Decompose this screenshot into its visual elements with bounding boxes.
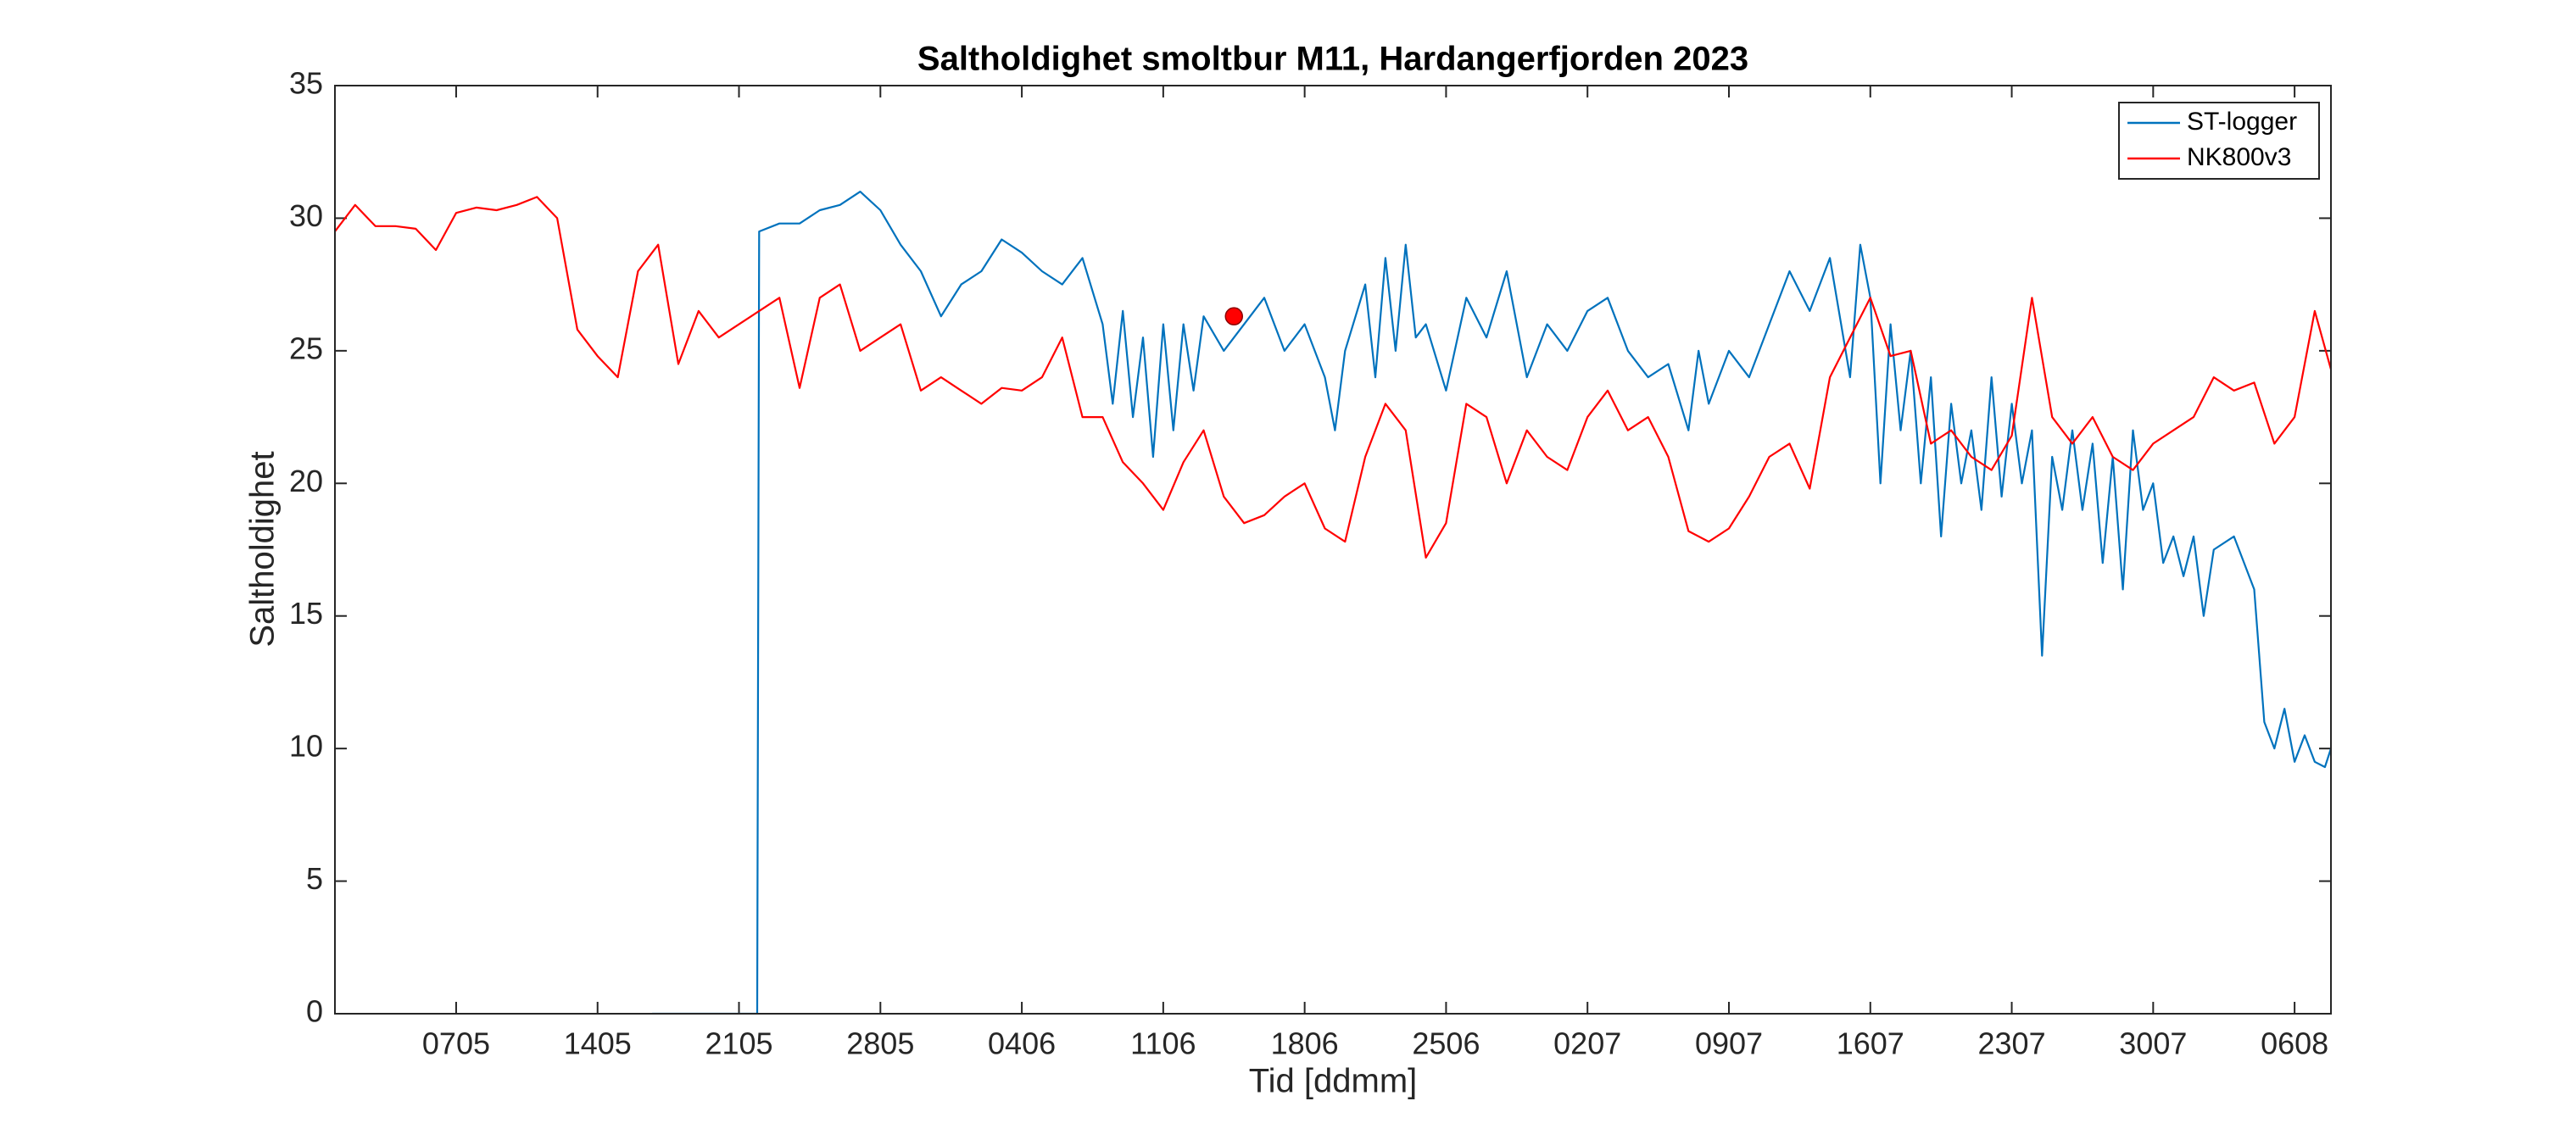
data-line [652, 191, 2331, 1014]
data-line [335, 196, 2331, 559]
x-tick-label: 0705 [422, 1026, 490, 1061]
y-axis-label: Saltholdighet [244, 451, 282, 647]
x-tick-label: 0608 [2261, 1026, 2328, 1061]
legend-label: NK800v3 [2187, 143, 2291, 171]
y-tick-label: 5 [306, 861, 323, 896]
y-tick-label: 25 [289, 331, 323, 365]
x-tick-label: 0406 [988, 1026, 1056, 1061]
x-tick-label: 1405 [564, 1026, 632, 1061]
x-tick-label: 0907 [1695, 1026, 1763, 1061]
chart-title: Saltholdighet smoltbur M11, Hardangerfjo… [917, 41, 1748, 78]
highlight-marker [1224, 307, 1244, 325]
y-tick-label: 0 [306, 994, 323, 1029]
legend-label: ST-logger [2187, 108, 2297, 136]
x-tick-label: 2307 [1978, 1026, 2046, 1061]
x-tick-label: 1607 [1837, 1026, 1904, 1061]
y-tick-label: 30 [289, 198, 323, 233]
x-tick-label: 1806 [1271, 1026, 1339, 1061]
legend-box [2118, 102, 2320, 180]
y-tick-label: 15 [289, 596, 323, 631]
x-tick-label: 2805 [846, 1026, 914, 1061]
axes-box [334, 85, 2332, 1015]
x-tick-label: 2105 [705, 1026, 772, 1061]
y-tick-label: 10 [289, 729, 323, 764]
x-axis-label: Tid [ddmm] [1249, 1063, 1418, 1100]
x-tick-label: 0207 [1553, 1026, 1621, 1061]
y-tick-label: 20 [289, 464, 323, 498]
x-tick-label: 2506 [1412, 1026, 1480, 1061]
x-tick-label: 1106 [1130, 1026, 1196, 1061]
x-tick-label: 3007 [2119, 1026, 2187, 1061]
y-tick-label: 35 [289, 66, 323, 101]
